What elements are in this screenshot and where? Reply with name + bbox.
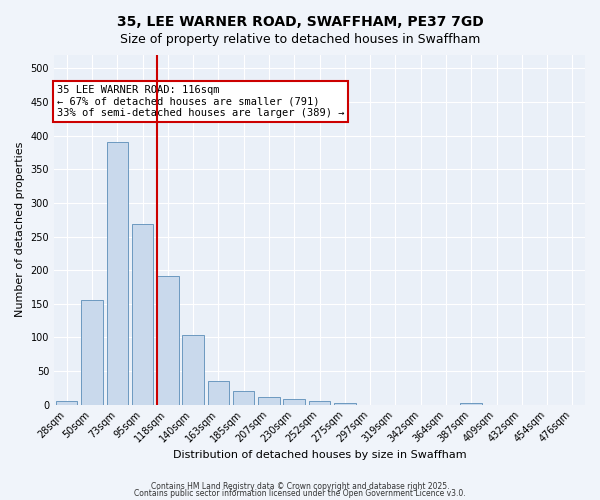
Bar <box>283 399 305 404</box>
Text: Size of property relative to detached houses in Swaffham: Size of property relative to detached ho… <box>120 32 480 46</box>
Bar <box>233 391 254 404</box>
Bar <box>309 401 330 404</box>
Bar <box>334 402 356 404</box>
Bar <box>460 402 482 404</box>
Bar <box>107 142 128 404</box>
Y-axis label: Number of detached properties: Number of detached properties <box>15 142 25 318</box>
Text: 35, LEE WARNER ROAD, SWAFFHAM, PE37 7GD: 35, LEE WARNER ROAD, SWAFFHAM, PE37 7GD <box>116 15 484 29</box>
Bar <box>157 276 179 404</box>
Bar <box>81 300 103 405</box>
X-axis label: Distribution of detached houses by size in Swaffham: Distribution of detached houses by size … <box>173 450 466 460</box>
Bar <box>182 336 204 404</box>
Text: 35 LEE WARNER ROAD: 116sqm
← 67% of detached houses are smaller (791)
33% of sem: 35 LEE WARNER ROAD: 116sqm ← 67% of deta… <box>56 84 344 118</box>
Text: Contains public sector information licensed under the Open Government Licence v3: Contains public sector information licen… <box>134 489 466 498</box>
Text: Contains HM Land Registry data © Crown copyright and database right 2025.: Contains HM Land Registry data © Crown c… <box>151 482 449 491</box>
Bar <box>258 396 280 404</box>
Bar <box>132 224 153 404</box>
Bar <box>208 381 229 404</box>
Bar <box>56 401 77 404</box>
